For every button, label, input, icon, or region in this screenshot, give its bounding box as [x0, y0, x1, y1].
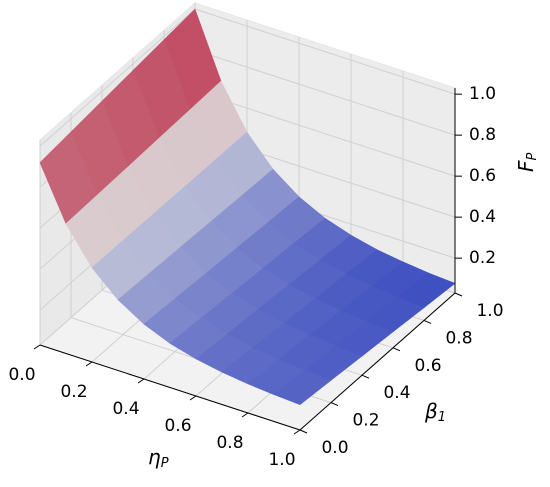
x-tick-label: 0.2 [60, 382, 87, 402]
x-tick [137, 378, 145, 384]
grid-line [39, 8, 196, 147]
x-tick-label: 1.0 [268, 450, 295, 470]
grid-line [194, 49, 456, 136]
y-tick [299, 429, 308, 434]
grid-line [194, 90, 456, 177]
y-tick [454, 292, 463, 297]
z-tick-label: 0.2 [469, 248, 496, 268]
y-tick-label: 0.6 [414, 356, 441, 376]
surface [39, 8, 456, 405]
y-tick-label: 0.2 [352, 411, 379, 431]
z-tick-label: 0.6 [469, 166, 496, 186]
grid-line [194, 8, 456, 95]
z-tick-label: 0.8 [469, 125, 496, 145]
y-tick-label: 0.4 [383, 383, 410, 403]
z-tick-label: 0.4 [469, 207, 496, 227]
x-tick [85, 361, 93, 367]
y-tick-label: 0.8 [445, 328, 472, 348]
x-tick-label: 0.4 [112, 399, 139, 419]
y-tick-label: 1.0 [476, 301, 503, 321]
x-tick [293, 429, 301, 435]
axes: 0.00.20.40.60.81.00.00.20.40.60.81.00.20… [8, 84, 503, 470]
x-tick [33, 344, 41, 350]
y-tick [330, 402, 339, 407]
y-axis-label: β1 [424, 399, 446, 425]
surface-patch [273, 369, 332, 405]
z-axis-label: FP [514, 152, 540, 172]
x-tick [241, 412, 249, 418]
y-axis [299, 292, 456, 431]
y-tick [392, 347, 401, 352]
x-tick-label: 0.6 [164, 416, 191, 436]
y-tick-label: 0.0 [321, 438, 348, 458]
y-tick [361, 374, 370, 379]
x-tick [189, 395, 197, 401]
x-tick-label: 0.8 [216, 433, 243, 453]
x-axis [39, 344, 301, 431]
x-tick-label: 0.0 [8, 365, 35, 385]
z-tick-label: 1.0 [469, 84, 496, 104]
y-tick [423, 319, 432, 324]
x-axis-label: ηP [148, 445, 169, 471]
